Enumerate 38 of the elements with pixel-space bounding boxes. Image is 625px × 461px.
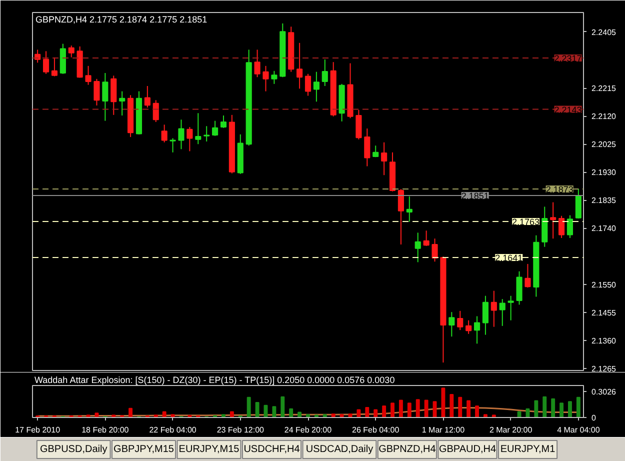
- x-tick-label: 26 Feb 04:00: [352, 426, 400, 434]
- y-tick-label: 2.1930: [592, 168, 617, 178]
- y-tick-label: 0: [592, 414, 596, 422]
- ref-line-label: 2.1763: [512, 216, 540, 227]
- text: GBPNZD,H4: [378, 444, 436, 455]
- y-tick-label: 2.1360: [592, 336, 617, 346]
- ref-line-label: 2.2143: [554, 104, 582, 115]
- text: USDCAD,Daily: [306, 444, 374, 455]
- y-tick-label: 2.2215: [592, 84, 617, 94]
- ref-line-label: 2.1873: [546, 184, 574, 194]
- ref-line-label: 2.2317: [554, 53, 582, 64]
- y-tick-label: 2.1740: [592, 224, 617, 234]
- chart-title: Waddah Attar Explosion: [S(150) - DZ(30) - EP(15) - TP(15)] 0.2050 0.0000 0.0576 0.0030: [34, 375, 395, 385]
- y-tick-label: 2.2120: [592, 112, 617, 122]
- text: USDCHF,H4: [244, 444, 300, 455]
- x-tick-label: 2 Mar 20:00: [489, 426, 533, 434]
- chart-title: GBPNZD,H4 2.1775 2.1874 2.1775 2.1851: [36, 14, 208, 24]
- text: GBPJPY,M15: [114, 444, 174, 455]
- y-tick-label: 2.2025: [592, 140, 617, 150]
- x-tick-label: 23 Feb 12:00: [216, 426, 265, 434]
- y-tick-label: 2.1455: [592, 308, 617, 318]
- text: EURJPY,M15: [178, 444, 240, 455]
- text: GBPUSD,Daily: [40, 444, 108, 455]
- ref-line-label: 2.1641: [495, 252, 523, 263]
- y-tick-label: 0.3026: [592, 387, 617, 396]
- y-tick-label: 2.1835: [592, 196, 617, 206]
- y-tick-label: 2.1265: [592, 364, 617, 374]
- text: GBPAUD,H4: [438, 444, 496, 455]
- x-tick-label: 17 Feb 2010: [15, 426, 61, 434]
- x-tick-label: 4 Mar 04:00: [557, 426, 600, 434]
- x-tick-label: 22 Feb 04:00: [149, 426, 197, 434]
- y-tick-label: 2.2405: [592, 28, 617, 37]
- x-tick-label: 18 Feb 20:00: [82, 426, 130, 434]
- text: EURJPY,M1: [500, 444, 556, 455]
- x-tick-label: 24 Feb 20:00: [284, 426, 332, 434]
- y-tick-label: 2.1550: [592, 280, 617, 290]
- x-tick-label: 1 Mar 12:00: [422, 426, 466, 434]
- ref-line-label: 2.1851: [461, 190, 489, 201]
